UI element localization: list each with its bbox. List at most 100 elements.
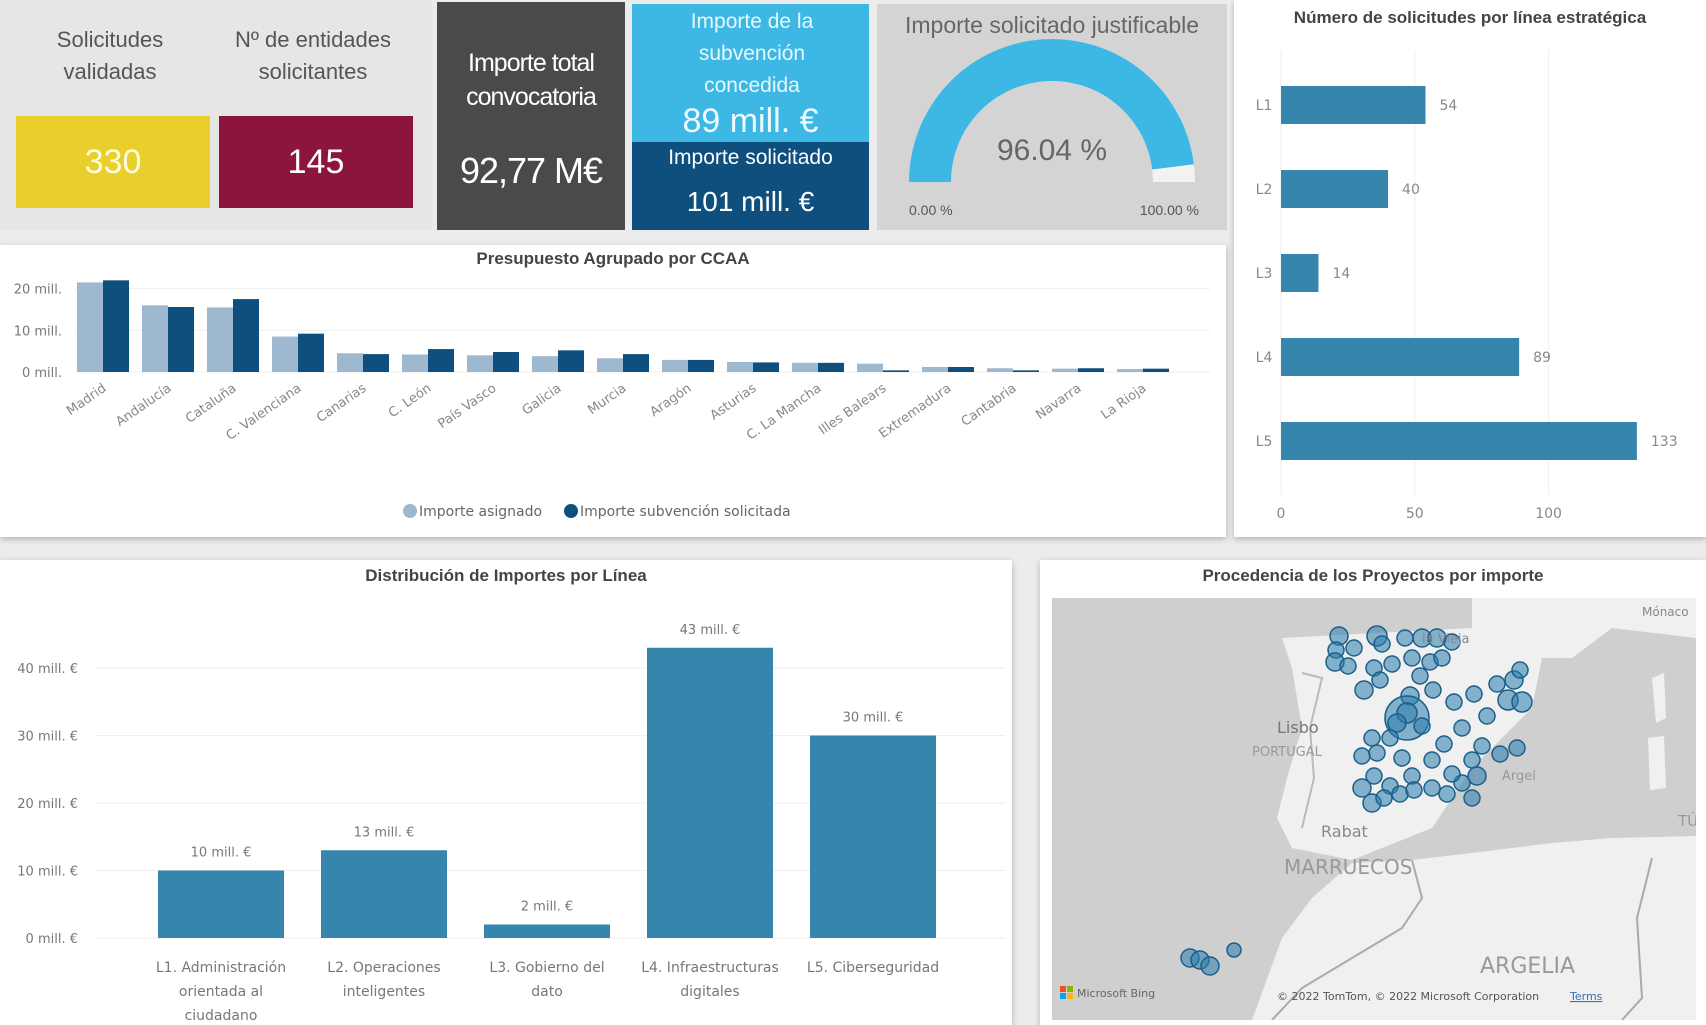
vbar-category-label: L5. Ciberseguridad bbox=[807, 960, 939, 976]
hbar-xtick-label: 0 bbox=[1277, 506, 1286, 522]
ccaa-bar-asignado bbox=[727, 362, 753, 372]
map-bubble bbox=[1354, 680, 1374, 700]
ccaa-bar-solicitada bbox=[103, 280, 129, 372]
map-land-africa bbox=[1252, 836, 1696, 1020]
kpi-group-counts: Solicitudes validadas Nº de entidades so… bbox=[0, 0, 432, 230]
kpi-solicitado-label: Importe solicitado bbox=[668, 146, 833, 169]
gauge-fill bbox=[909, 39, 1194, 183]
ccaa-category-label: Canarias bbox=[314, 381, 369, 426]
map-bubble bbox=[1345, 639, 1363, 657]
map-label-monaco: Mónaco bbox=[1642, 605, 1689, 619]
map-bubble bbox=[1433, 649, 1451, 667]
gauge-card: Importe solicitado justificable 96.04 % … bbox=[877, 4, 1227, 230]
lineas-importe-chart: 0 mill. € 10 mill. € 20 mill. € 30 mill. € 4… bbox=[17, 623, 1005, 1024]
ccaa-bar-asignado bbox=[272, 336, 298, 372]
ccaa-ytick-label: 10 mill. bbox=[14, 324, 62, 339]
lineas-importe-title: Distribución de Importes por Línea bbox=[365, 566, 647, 585]
ccaa-category-label: Cataluña bbox=[183, 381, 239, 427]
map-label-tunez: TÚ bbox=[1677, 811, 1696, 830]
ccaa-bar-solicitada bbox=[1013, 370, 1039, 372]
map-land-corsica bbox=[1648, 673, 1666, 790]
map-bubble bbox=[1396, 629, 1414, 647]
vbar-bar bbox=[484, 924, 610, 938]
vbar-bar bbox=[647, 647, 773, 938]
map-bubble bbox=[1383, 655, 1401, 673]
ccaa-category-label: País Vasco bbox=[435, 381, 499, 432]
map-label-castilla: la Vieja bbox=[1422, 632, 1470, 647]
map-bubble bbox=[1371, 671, 1389, 689]
vbar-category-label: orientada al bbox=[179, 984, 263, 1000]
map-bubble bbox=[1368, 744, 1386, 762]
vbar-category-label: dato bbox=[531, 984, 563, 1000]
map-bubble bbox=[1467, 766, 1487, 786]
vbar-ytick-label: 10 mill. € bbox=[17, 865, 78, 880]
vbar-ytick-label: 20 mill. € bbox=[17, 797, 78, 812]
vbar-bar bbox=[321, 850, 447, 938]
ccaa-legend-marker bbox=[564, 504, 578, 518]
ccaa-bar-solicitada bbox=[753, 362, 779, 372]
map-bubble bbox=[1511, 661, 1529, 679]
ccaa-bar-solicitada bbox=[558, 350, 584, 372]
ccaa-category-label: Galicia bbox=[520, 381, 565, 419]
kpi-solicitado: Importe solicitado 101 mill. € bbox=[632, 142, 869, 230]
map-bubble bbox=[1373, 635, 1391, 653]
hbar-category-label: L5 bbox=[1256, 434, 1273, 450]
map-bubble bbox=[1491, 745, 1509, 763]
map-bubble bbox=[1511, 691, 1533, 713]
map-label-marruecos: MARRUECOS bbox=[1284, 855, 1412, 879]
ccaa-bar-asignado bbox=[987, 368, 1013, 372]
ccaa-category-label: Andalucía bbox=[113, 381, 174, 430]
vbar-data-label: 2 mill. € bbox=[521, 900, 573, 915]
ccaa-bar-solicitada bbox=[233, 299, 259, 372]
map-bubble bbox=[1453, 719, 1471, 737]
ccaa-bar-asignado bbox=[532, 356, 558, 372]
map-terms-link[interactable]: Terms bbox=[1569, 990, 1603, 1003]
vbar-category-label: digitales bbox=[680, 984, 739, 1000]
hbar-bar bbox=[1281, 86, 1426, 124]
map-bubble bbox=[1387, 713, 1407, 733]
map-border-algeria bbox=[1621, 857, 1653, 1020]
vbar-category-label: L4. Infraestructuras bbox=[641, 960, 779, 976]
ccaa-category-label: Aragón bbox=[647, 381, 694, 420]
ccaa-bar-solicitada bbox=[428, 349, 454, 372]
kpi-importe-total-label: Importe total convocatoria bbox=[466, 49, 597, 111]
map-bubble bbox=[1375, 789, 1393, 807]
map-bubble bbox=[1381, 729, 1399, 747]
ccaa-bar-asignado bbox=[792, 362, 818, 372]
map-border-morocco bbox=[1271, 859, 1424, 1020]
ccaa-category-label: La Rioja bbox=[1098, 381, 1149, 423]
map-bubble bbox=[1411, 667, 1429, 685]
vbar-data-label: 43 mill. € bbox=[680, 623, 741, 638]
map-view[interactable]: Lisbo PORTUGAL la Vieja Mónaco Argel TÚ … bbox=[1052, 598, 1696, 1020]
ccaa-legend-marker bbox=[403, 504, 417, 518]
map-bubble bbox=[1353, 747, 1371, 765]
hbar-category-label: L3 bbox=[1256, 266, 1273, 282]
ccaa-bar-solicitada bbox=[688, 359, 714, 372]
lineas-importe-panel: Distribución de Importes por Línea 0 mil… bbox=[0, 560, 1012, 1025]
map-bubble bbox=[1463, 789, 1481, 807]
vbar-category-label: L1. Administración bbox=[156, 960, 286, 976]
map-bubble bbox=[1403, 649, 1421, 667]
hbar-data-label: 89 bbox=[1533, 350, 1551, 366]
vbar-data-label: 30 mill. € bbox=[843, 711, 904, 726]
vbar-ytick-label: 0 mill. € bbox=[26, 932, 78, 947]
ccaa-bar-asignado bbox=[402, 354, 428, 372]
ccaa-bar-asignado bbox=[857, 363, 883, 372]
ccaa-bar-solicitada bbox=[948, 367, 974, 372]
ccaa-bar-solicitada bbox=[623, 354, 649, 372]
ccaa-bar-solicitada bbox=[363, 354, 389, 372]
ccaa-legend-label: Importe subvención solicitada bbox=[580, 504, 791, 520]
hbar-bar bbox=[1281, 422, 1637, 460]
map-bubble bbox=[1465, 685, 1483, 703]
vbar-bar bbox=[810, 735, 936, 938]
map-bubble bbox=[1435, 735, 1453, 753]
vbar-category-label: inteligentes bbox=[343, 984, 425, 1000]
gauge-max-label: 100.00 % bbox=[1139, 202, 1199, 218]
hbar-category-label: L4 bbox=[1256, 350, 1273, 366]
ccaa-chart-title: Presupuesto Agrupado por CCAA bbox=[476, 249, 750, 268]
hbar-category-label: L2 bbox=[1256, 182, 1273, 198]
ccaa-bar-asignado bbox=[1052, 368, 1078, 372]
map-bubble bbox=[1226, 942, 1242, 958]
ccaa-chart-panel: Presupuesto Agrupado por CCAA 0 mill. 10 … bbox=[0, 245, 1226, 537]
map-bubble bbox=[1478, 707, 1496, 725]
